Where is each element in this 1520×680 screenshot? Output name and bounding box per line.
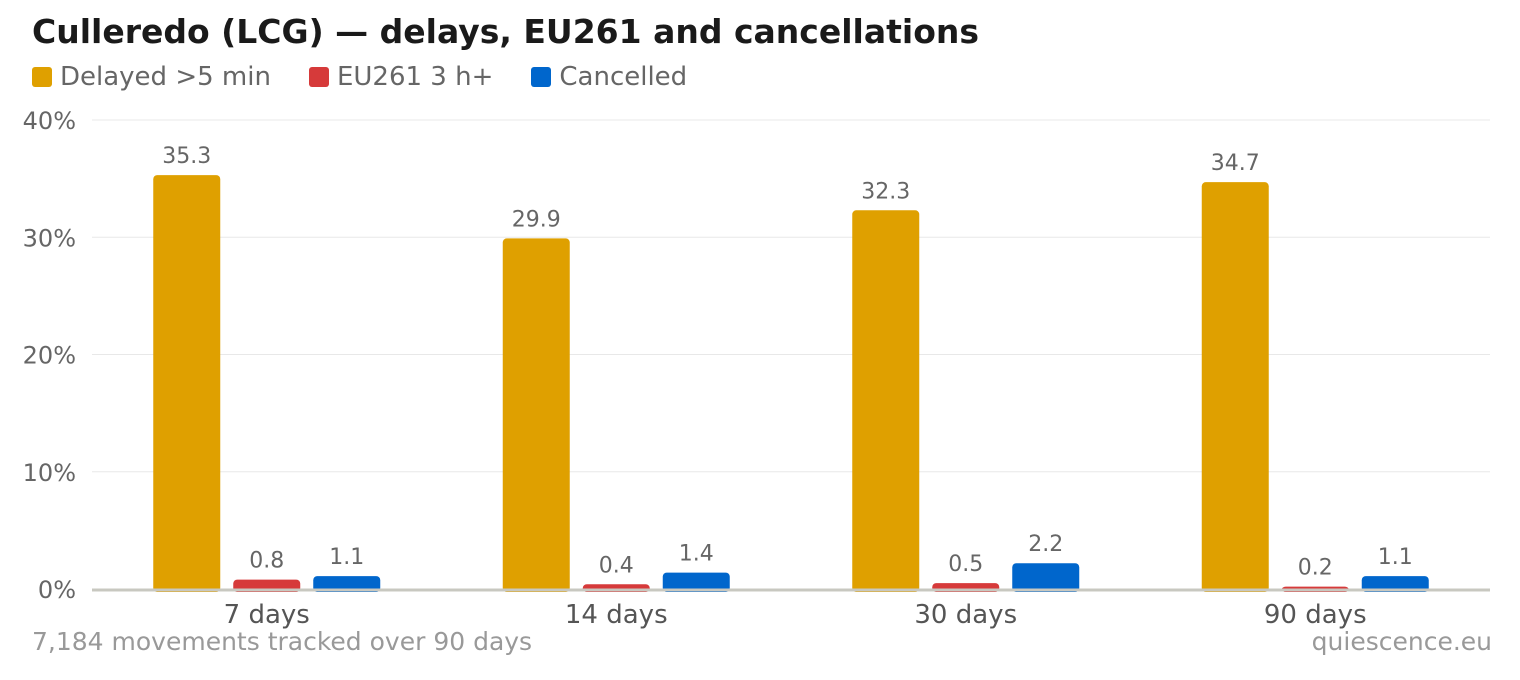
data-label: 35.3	[162, 144, 211, 169]
data-label: 32.3	[861, 179, 910, 204]
data-label: 1.4	[679, 542, 714, 567]
bar-cancelled	[1361, 576, 1429, 592]
bar-cancelled	[313, 576, 381, 592]
legend-label-cancelled: Cancelled	[559, 62, 688, 92]
movements-note: 7,184 movements tracked over 90 days	[32, 627, 533, 656]
legend-item-eu261: EU261 3 h+	[308, 62, 494, 92]
legend-label-eu261: EU261 3 h+	[336, 62, 494, 92]
legend: Delayed >5 min EU261 3 h+ Cancelled	[32, 60, 725, 94]
y-tick-label: 0%	[38, 576, 76, 604]
y-tick-label: 20%	[23, 342, 76, 370]
legend-label-delayed: Delayed >5 min	[60, 62, 271, 92]
legend-swatch-delayed	[32, 67, 52, 87]
bar-delayed	[852, 210, 920, 592]
y-tick-label: 40%	[23, 107, 76, 135]
bar-cancelled	[1012, 563, 1080, 592]
data-label: 1.1	[1378, 545, 1413, 570]
data-label: 34.7	[1211, 151, 1260, 176]
x-tick-label: 14 days	[565, 600, 668, 630]
data-label: 0.8	[249, 549, 284, 574]
data-label: 0.5	[948, 552, 983, 577]
bar-delayed	[153, 175, 221, 593]
source-credit: quiescence.eu	[1311, 627, 1492, 656]
bar-delayed	[502, 238, 570, 593]
legend-swatch-eu261	[308, 67, 329, 87]
bar-cancelled	[662, 572, 730, 592]
legend-swatch-cancelled	[531, 67, 552, 87]
y-tick-label: 10%	[23, 459, 76, 487]
data-label: 0.2	[1298, 556, 1333, 581]
data-label: 0.4	[599, 553, 634, 578]
chart-title: Culleredo (LCG) — delays, EU261 and canc…	[32, 12, 980, 51]
data-label: 2.2	[1028, 532, 1063, 557]
data-label: 29.9	[512, 207, 561, 232]
data-label: 1.1	[329, 545, 364, 570]
x-tick-label: 90 days	[1264, 600, 1367, 630]
x-tick-label: 7 days	[224, 600, 310, 630]
x-tick-label: 30 days	[914, 600, 1017, 630]
legend-item-delayed: Delayed >5 min	[32, 62, 271, 92]
legend-item-cancelled: Cancelled	[531, 62, 687, 92]
y-tick-label: 30%	[23, 224, 76, 252]
bar-delayed	[1201, 182, 1269, 592]
